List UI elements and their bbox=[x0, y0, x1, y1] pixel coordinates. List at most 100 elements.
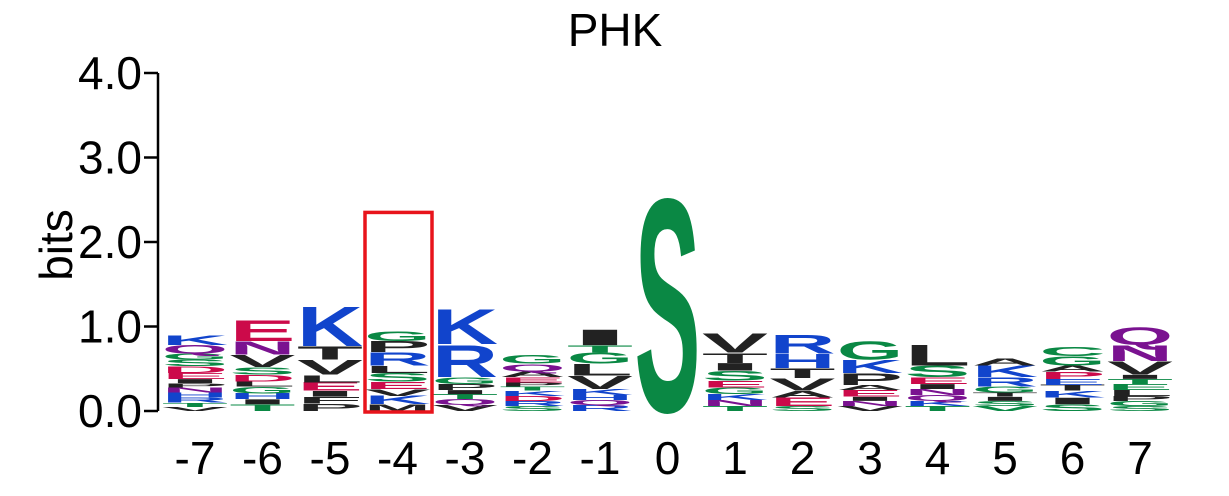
logo-letter: V bbox=[837, 405, 903, 413]
logo-letter: L bbox=[905, 339, 971, 372]
logo-letter: G bbox=[500, 353, 566, 366]
logo-letter: K bbox=[432, 299, 498, 355]
logo-letter: R bbox=[972, 375, 1038, 390]
logo-letter: E bbox=[230, 315, 296, 348]
highlight-box bbox=[363, 210, 434, 414]
x-tick-label: 6 bbox=[1060, 432, 1086, 484]
logo-letter: I bbox=[162, 378, 228, 385]
logo-letter: G bbox=[230, 385, 296, 395]
logo-letter: H bbox=[230, 392, 296, 401]
logo-letter: R bbox=[500, 400, 566, 408]
logo-letter: G bbox=[972, 385, 1038, 394]
logo-letter: V bbox=[162, 406, 228, 413]
logo-letter: N bbox=[905, 388, 971, 397]
logo-letter: I bbox=[567, 325, 633, 350]
highlight-layer bbox=[363, 210, 434, 414]
logo-letter: I bbox=[702, 361, 768, 373]
logo-letter: G bbox=[837, 337, 903, 366]
logo-letter: V bbox=[432, 404, 498, 413]
logo-letter: R bbox=[567, 404, 633, 413]
logo-letter: S bbox=[230, 365, 296, 377]
logo-letter: H bbox=[770, 350, 836, 372]
logo-letter: I bbox=[972, 396, 1038, 403]
logo-letter: L bbox=[1107, 388, 1173, 397]
x-tick-label: -7 bbox=[175, 432, 216, 484]
logo-letter: S bbox=[635, 135, 701, 476]
logo-letter: D bbox=[500, 395, 566, 403]
x-tick-label: -3 bbox=[445, 432, 486, 484]
logo-letter: D bbox=[162, 365, 228, 375]
logo-letter: E bbox=[162, 371, 228, 380]
logo-letter: I bbox=[297, 389, 363, 398]
y-tick-label: 1.0 bbox=[78, 301, 142, 353]
logo-letter: E bbox=[365, 380, 431, 392]
logo-letter: V bbox=[972, 405, 1038, 413]
logo-letter: R bbox=[432, 336, 498, 387]
x-tick-label: 1 bbox=[722, 432, 748, 484]
logo-letter: A bbox=[1040, 364, 1106, 373]
logo-letter: V bbox=[1107, 358, 1174, 379]
logo-letter: M bbox=[365, 402, 431, 413]
logo-letter: Q bbox=[1107, 323, 1173, 350]
logo-letter: V bbox=[702, 327, 768, 359]
logo-letter: P bbox=[1040, 369, 1106, 381]
logo-letter: S bbox=[972, 400, 1038, 408]
logo-letter: N bbox=[702, 399, 768, 408]
logo-letter: T bbox=[162, 401, 228, 408]
logo-letter: I bbox=[905, 383, 971, 391]
logo-letter: Q bbox=[567, 399, 633, 407]
logo-letter: G bbox=[1040, 354, 1106, 369]
chart-title: PHK bbox=[568, 4, 663, 56]
x-tick-label: 2 bbox=[790, 432, 816, 484]
x-tick-label: 4 bbox=[925, 432, 951, 484]
x-tick-label: 0 bbox=[655, 432, 681, 484]
x-tick-label: 3 bbox=[857, 432, 883, 484]
logo-letter: Q bbox=[905, 393, 971, 402]
logo-letter: S bbox=[365, 371, 431, 384]
logo-letter: V bbox=[230, 351, 297, 371]
logo-letter: R bbox=[162, 396, 228, 404]
logo-letter: K bbox=[297, 295, 363, 358]
logo-letter: K bbox=[972, 362, 1038, 380]
logo-letter: T bbox=[702, 405, 768, 413]
logo-letter: I bbox=[432, 389, 498, 396]
logo-letter: E bbox=[1040, 377, 1106, 386]
logo-letter: S bbox=[500, 405, 566, 413]
logo-letter: K bbox=[162, 332, 228, 348]
logo-letter: K bbox=[567, 388, 633, 397]
logo-letter: T bbox=[905, 405, 971, 413]
logo-letter: R bbox=[365, 348, 431, 369]
logo-letter: K bbox=[365, 394, 431, 407]
logo-letter: S bbox=[770, 405, 836, 413]
x-tick-label: -2 bbox=[512, 432, 553, 484]
logo-letter: K bbox=[500, 389, 566, 397]
logo-letter: E bbox=[837, 388, 903, 398]
logo-letter: G bbox=[432, 376, 498, 386]
logo-letter: P bbox=[432, 382, 498, 391]
logo-letter: A bbox=[837, 384, 903, 392]
logo-letter: C bbox=[1040, 344, 1106, 359]
logo-letter: T bbox=[500, 385, 566, 392]
logo-letter: S bbox=[905, 362, 971, 380]
logo-letter: N bbox=[162, 386, 228, 394]
logo-letter: I bbox=[230, 398, 296, 406]
logo-letter: K bbox=[1040, 389, 1106, 399]
logo-letter: G bbox=[162, 352, 228, 361]
logo-letter: S bbox=[162, 358, 228, 368]
logo-letter: V bbox=[567, 372, 634, 393]
logo-letter: E bbox=[905, 376, 971, 386]
x-ticks: -7 -6 -5 -4 -3 -2 -1 0 1 2 3 4 5 6 7 bbox=[175, 432, 1153, 484]
logo-letter: S bbox=[1040, 403, 1106, 413]
logo-letter: F bbox=[297, 395, 363, 405]
x-tick-label: -4 bbox=[377, 432, 418, 484]
logo-letter: H bbox=[567, 394, 633, 402]
logo-letter: T bbox=[702, 350, 768, 366]
y-tick-label: 4.0 bbox=[78, 47, 142, 99]
logo-letter: A bbox=[500, 370, 566, 379]
